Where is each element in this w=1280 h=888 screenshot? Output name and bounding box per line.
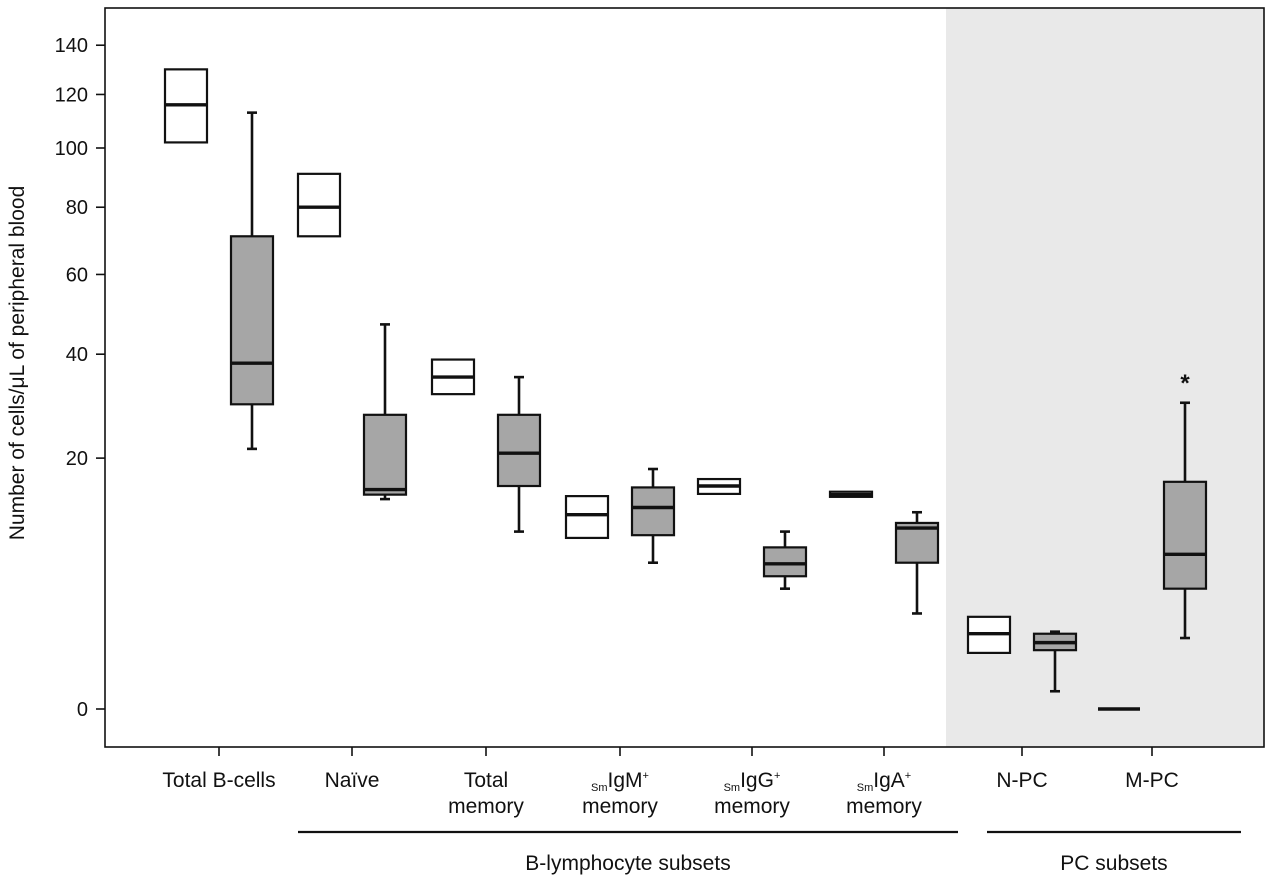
group-label: B-lymphocyte subsets [525, 852, 730, 875]
iqr-box [296, 172, 342, 238]
y-axis-title: Number of cells/μL of peripheral blood [6, 186, 29, 541]
label-main: IgA [873, 769, 905, 792]
iqr-box [630, 486, 676, 537]
category-label-igg-memory-line2: memory [714, 795, 790, 818]
reference-box-iga-memory [828, 490, 874, 498]
label-superscript: + [643, 770, 649, 782]
y-tick-label: 100 [55, 138, 88, 160]
x-axis: Total B-cells Naïve TotalmemorySmIgM+memor… [162, 747, 1179, 818]
patient-box-iga-memory [894, 510, 940, 615]
reference-box-total-b-cells [163, 68, 209, 144]
label-subscript: Sm [591, 782, 608, 794]
label-superscript: + [905, 770, 911, 782]
category-label-iga-memory-line2: memory [846, 795, 922, 818]
category-label-total-b-cells: Total B-cells [162, 769, 275, 792]
patient-box-m-pc: * [1162, 370, 1208, 640]
iqr-box [762, 546, 808, 578]
patient-box-n-pc [1032, 630, 1078, 693]
iqr-box [564, 495, 610, 540]
y-tick-label: 40 [66, 344, 88, 366]
patient-box-igg-memory [762, 530, 808, 590]
reference-box-igg-memory [696, 477, 742, 496]
category-label-total-memory: Total [464, 769, 508, 792]
label-main: IgG [740, 769, 774, 792]
group-brackets: B-lymphocyte subsets PC subsets [298, 830, 1241, 875]
reference-box-total-memory [430, 358, 476, 396]
category-label-igg-memory: SmIgG+ [724, 769, 781, 794]
patient-box-igm-memory [630, 467, 676, 565]
patient-box-total-b-cells [229, 111, 275, 451]
reference-box-naive [296, 172, 342, 238]
label-subscript: Sm [724, 782, 741, 794]
y-tick-label: 0 [77, 699, 88, 721]
y-tick-label: 140 [55, 35, 88, 57]
patient-box-naive [362, 323, 408, 501]
patient-box-total-memory [496, 375, 542, 533]
significance-marker: * [1180, 370, 1190, 397]
y-axis: 0 20 40 60 80 100 120 140 [55, 35, 105, 721]
plot-frame [104, 7, 1265, 748]
group-label: PC subsets [1060, 852, 1167, 875]
iqr-box [1162, 480, 1208, 590]
label-superscript: + [774, 770, 780, 782]
iqr-box [362, 413, 408, 496]
iqr-box [496, 413, 542, 488]
reference-box-igm-memory [564, 495, 610, 540]
category-label-igm-memory: SmIgM+ [591, 769, 649, 794]
y-tick-label: 120 [55, 84, 88, 106]
y-tick-label: 20 [66, 448, 88, 470]
category-label-naive: Naïve [325, 769, 380, 792]
y-tick-label: 80 [66, 197, 88, 219]
category-label-total-memory-line2: memory [448, 795, 524, 818]
label-main: IgM [608, 769, 643, 792]
box-series: * [163, 68, 1208, 711]
iqr-box [229, 235, 275, 406]
category-label-n-pc: N-PC [996, 769, 1047, 792]
reference-box-n-pc [966, 615, 1012, 655]
category-label-igm-memory-line2: memory [582, 795, 658, 818]
category-label-iga-memory: SmIgA+ [857, 769, 911, 794]
category-label-m-pc: M-PC [1125, 769, 1179, 792]
y-tick-label: 60 [66, 264, 88, 286]
label-subscript: Sm [857, 782, 874, 794]
